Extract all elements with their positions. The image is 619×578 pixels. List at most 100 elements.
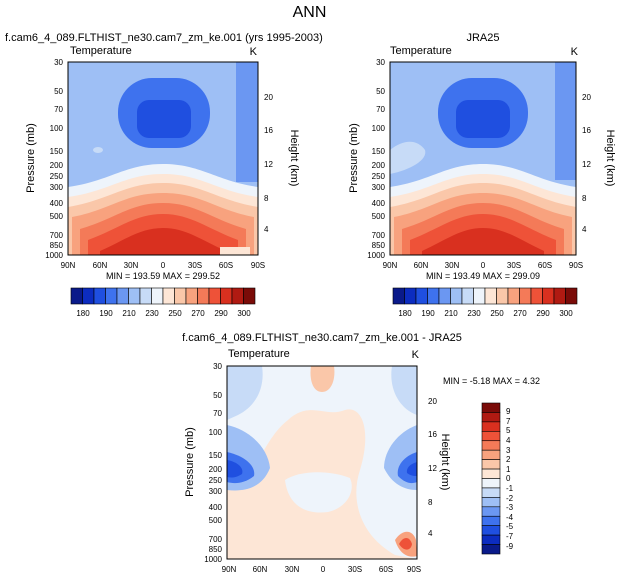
y-tick-label: 1000 [204, 555, 222, 564]
y-axis-label: Pressure (mb) [348, 123, 360, 193]
colorbar-label: 270 [513, 309, 527, 318]
x-tick-label: 90S [407, 565, 421, 574]
y-tick-label: 50 [54, 87, 63, 96]
y-tick-label: 250 [50, 172, 64, 181]
colorbar-swatch [128, 287, 141, 305]
y-tick-label: 850 [209, 545, 223, 554]
y-tick-label: 30 [213, 362, 222, 371]
y-tick-label: 200 [50, 161, 64, 170]
y-tick-label: 500 [50, 212, 64, 221]
cold-anomaly-left-upper [227, 366, 263, 420]
colorbar-swatch [481, 412, 501, 423]
colorbar-label: 5 [506, 426, 511, 435]
colorbar-label: 210 [122, 309, 136, 318]
variable-label: Temperature [70, 45, 132, 57]
plot-frame [67, 61, 259, 256]
colorbar-label: 230 [467, 309, 481, 318]
colorbar-label: 270 [191, 309, 205, 318]
y-tick-label: 200 [209, 465, 223, 474]
colorbar-swatch [481, 478, 501, 489]
colorbar-label: 0 [506, 474, 511, 483]
colorbar-label: -1 [506, 484, 514, 493]
stats-label: MIN = 193.49 MAX = 299.09 [426, 271, 540, 281]
stats-label: MIN = 193.59 MAX = 299.52 [106, 271, 220, 281]
difference-field [227, 366, 417, 559]
contour-band [422, 228, 544, 255]
y-tick-label: 50 [376, 87, 385, 96]
y2-tick-label: 16 [582, 126, 591, 135]
y-axis-label: Pressure (mb) [25, 123, 37, 193]
x-tick-label: 30N [285, 565, 300, 574]
local-minimum [93, 147, 103, 153]
x-tick-label: 90S [569, 261, 583, 270]
units-label: K [571, 46, 579, 58]
colorbar-label: -9 [506, 542, 514, 551]
figure-title: ANN [293, 4, 327, 21]
y2-tick-label: 4 [264, 225, 269, 234]
y-tick-label: 100 [372, 124, 386, 133]
colorbar-label: 300 [237, 309, 251, 318]
tropopause-cold-core [456, 100, 510, 138]
y-tick-label: 400 [209, 503, 223, 512]
colorbar-swatch [481, 544, 501, 555]
y2-tick-label: 4 [428, 529, 433, 538]
units-label: K [412, 349, 420, 361]
y-tick-label: 200 [372, 161, 386, 170]
warm-anomaly-strip [310, 366, 335, 392]
y2-tick-label: 12 [582, 160, 591, 169]
colorbar-swatch [220, 287, 233, 305]
colorbar-swatch [481, 440, 501, 451]
x-tick-label: 90S [251, 261, 265, 270]
colorbar-swatch [481, 487, 501, 498]
colorbar-label: 9 [506, 407, 511, 416]
colorbar-swatch [565, 287, 578, 305]
y-tick-label: 250 [209, 476, 223, 485]
y-tick-label: 700 [209, 535, 223, 544]
colorbar-swatch [415, 287, 428, 305]
y-tick-label: 500 [209, 516, 223, 525]
y-tick-label: 500 [372, 212, 386, 221]
polar-column [555, 62, 576, 180]
colorbar-swatch [162, 287, 175, 305]
panel-title: f.cam6_4_089.FLTHIST_ne30.cam7_zm_ke.001… [5, 32, 323, 44]
colorbar-swatch [519, 287, 532, 305]
colorbar-swatch [208, 287, 221, 305]
colorbar-swatch [530, 287, 543, 305]
colorbar-label: 3 [506, 446, 511, 455]
colorbar-label: 4 [506, 436, 511, 445]
colorbar-swatch [507, 287, 520, 305]
colorbar-label: -7 [506, 532, 514, 541]
colorbar-label: 190 [99, 309, 113, 318]
colorbar: 180 190 210 230 250 270 290 300 [392, 287, 578, 318]
x-tick-label: 60S [379, 565, 393, 574]
y-tick-label: 1000 [45, 251, 63, 260]
x-tick-label: 60N [93, 261, 108, 270]
panel-title: JRA25 [466, 32, 499, 44]
temperature-field [68, 62, 258, 255]
colorbar-label: -3 [506, 503, 514, 512]
y-tick-label: 150 [209, 451, 223, 460]
colorbar-label: 180 [398, 309, 412, 318]
colorbar-label: -2 [506, 494, 514, 503]
colorbar-swatch [404, 287, 417, 305]
panel-difference: f.cam6_4_089.FLTHIST_ne30.cam7_zm_ke.001… [182, 332, 540, 574]
colorbar-swatch [481, 431, 501, 442]
x-tick-label: 90N [383, 261, 398, 270]
y-tick-label: 300 [50, 183, 64, 192]
colorbar-swatch [243, 287, 256, 305]
cold-anomaly-left-center [227, 460, 243, 478]
colorbar-swatch [231, 287, 244, 305]
y-axis-label: Pressure (mb) [184, 427, 196, 497]
panel-title: f.cam6_4_089.FLTHIST_ne30.cam7_zm_ke.001… [182, 332, 462, 344]
colorbar-swatch [139, 287, 152, 305]
variable-label: Temperature [390, 45, 452, 57]
colorbar-label: 230 [145, 309, 159, 318]
colorbar-swatch [438, 287, 451, 305]
x-tick-label: 60S [538, 261, 552, 270]
y2-tick-label: 20 [264, 93, 273, 102]
colorbar-label: 210 [444, 309, 458, 318]
colorbar-label: 2 [506, 455, 511, 464]
y2-axis-label: Height (km) [604, 130, 616, 187]
colorbar-swatch [553, 287, 566, 305]
colorbar-swatch [461, 287, 474, 305]
